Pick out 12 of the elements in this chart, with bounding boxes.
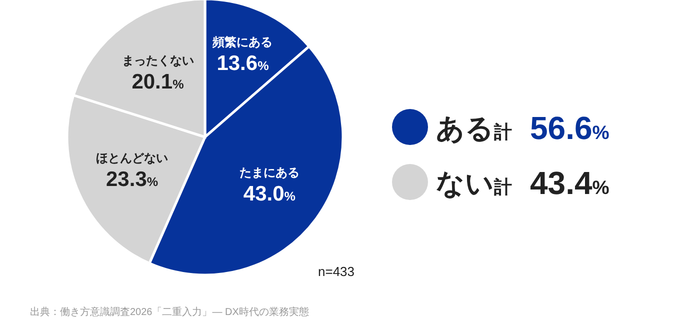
- text: ない計 43.4%: [436, 165, 610, 201]
- slice-label: たまにある: [239, 165, 300, 180]
- text: ある計 56.6%: [436, 110, 610, 146]
- data-label: 20.1%: [132, 70, 184, 94]
- text: n=433: [318, 264, 355, 279]
- data-label: 43.0%: [243, 182, 296, 206]
- source-note: 出典：働き方意識調査2026「二重入力」— DX時代の業務実態: [30, 306, 309, 318]
- slice-label: 頻繁にある: [212, 35, 273, 50]
- slice-label: ほとんどない: [96, 150, 168, 165]
- slice-label: まったくない: [122, 53, 194, 68]
- data-label: 13.6%: [216, 52, 269, 76]
- data-label: 23.3%: [106, 168, 158, 191]
